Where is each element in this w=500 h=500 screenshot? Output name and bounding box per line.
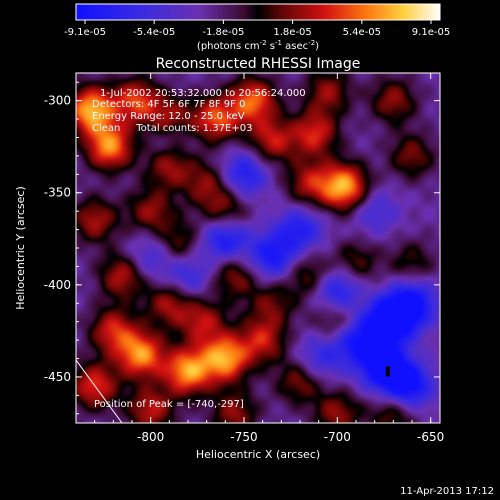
annotation-detectors: Detectors: 4F 5F 6F 7F 8F 9F 0 — [92, 99, 245, 110]
heatmap-image — [76, 73, 440, 423]
y-axis-label: Heliocentric Y (arcsec) — [14, 186, 27, 310]
axis-ticks: -800 -750 -700 -650 -300 -350 -400 -450 — [44, 73, 444, 444]
y-tick-label: -400 — [44, 278, 71, 292]
colorbar-tick-label: -9.1e-05 — [64, 27, 106, 38]
x-tick-label: -800 — [137, 430, 164, 444]
colorbar-ticks: -9.1e-05 -5.4e-05 -1.8e-05 1.8e-05 5.4e-05 9.… — [64, 20, 450, 38]
y-tick-label: -300 — [44, 94, 71, 108]
colorbar-tick-label: 9.1e-05 — [412, 27, 450, 38]
x-axis-label: Heliocentric X (arcsec) — [196, 448, 320, 461]
x-tick-label: -650 — [417, 430, 444, 444]
colorbar-tick-label: 5.4e-05 — [343, 27, 381, 38]
colorbar-tick-label: -1.8e-05 — [202, 27, 244, 38]
x-tick-label: -750 — [230, 430, 257, 444]
annotation-time: 1-Jul-2002 20:53:32.000 to 20:56:24.000 — [100, 88, 306, 99]
colorbar-tick-label: 1.8e-05 — [273, 27, 311, 38]
y-tick-label: -350 — [44, 186, 71, 200]
dark-spot — [385, 366, 390, 377]
chart-title: Reconstructed RHESSI Image — [156, 56, 361, 72]
colorbar-unit: (photons cm-2 s-1 asec-2) — [197, 39, 319, 52]
x-tick-label: -700 — [324, 430, 351, 444]
annotation-clean: Clean Total counts: 1.37E+03 — [92, 123, 252, 134]
y-tick-label: -450 — [44, 370, 71, 384]
annotation-peak: Position of Peak = [-740,-297] — [94, 399, 244, 410]
footer-timestamp: 11-Apr-2013 17:12 — [400, 486, 494, 497]
colorbar — [75, 3, 441, 21]
colorbar-tick-label: -5.4e-05 — [133, 27, 175, 38]
limb-line — [76, 359, 123, 423]
annotation-energy: Energy Range: 12.0 - 25.0 keV — [92, 111, 245, 122]
